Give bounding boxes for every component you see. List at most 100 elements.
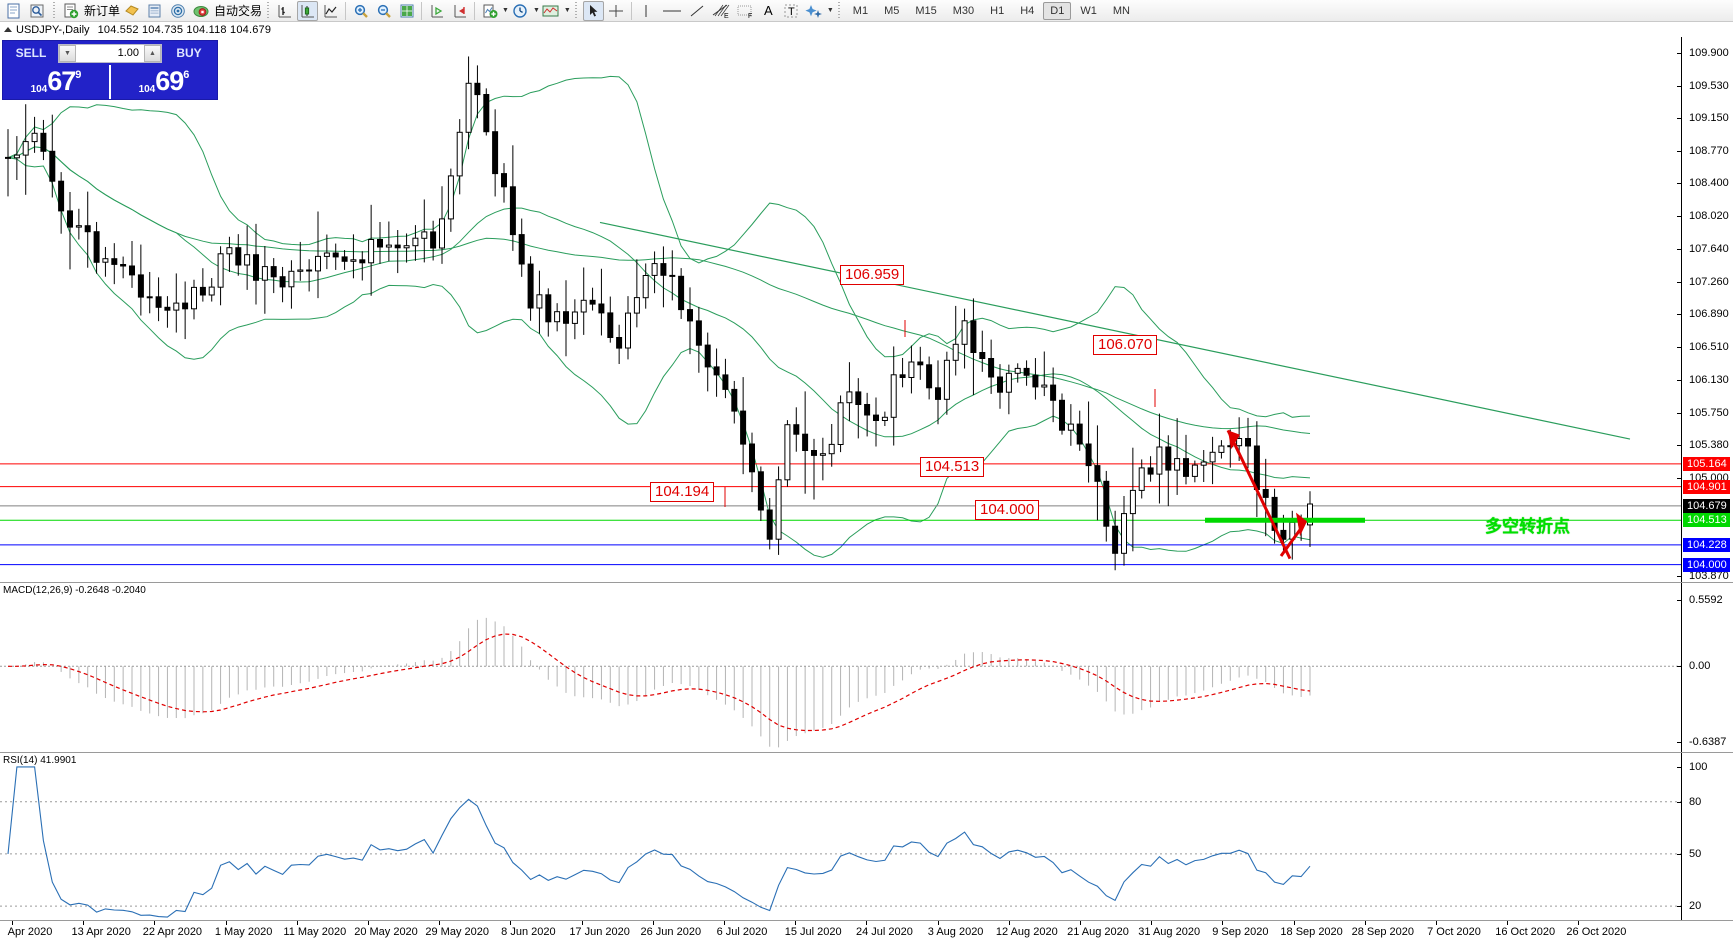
- volume-increment-icon[interactable]: ▲: [144, 44, 161, 62]
- chevron-down-icon[interactable]: ▼: [532, 7, 540, 14]
- sell-price-display[interactable]: 104 67 9: [3, 65, 109, 99]
- buy-price-display[interactable]: 104 69 6: [109, 65, 217, 99]
- rsi-pane[interactable]: RSI(14) 41.9901 100 80 50 20: [0, 752, 1733, 920]
- timeframe-mn[interactable]: MN: [1112, 4, 1130, 17]
- bar-chart-icon[interactable]: [274, 1, 295, 21]
- date-tick-label: Apr 2020: [7, 926, 53, 938]
- date-tick-label: 16 Oct 2020: [1495, 926, 1556, 938]
- chinese-annotation[interactable]: 多空转折点: [1485, 517, 1570, 536]
- rsi-tick-label: 20: [1689, 900, 1702, 913]
- volume-input[interactable]: ▼ 1.00 ▲: [58, 43, 162, 63]
- toolbar-separator: [835, 1, 843, 20]
- buy-price-prefix: 104: [138, 84, 156, 95]
- date-tick: [439, 921, 441, 925]
- timeframe-m30[interactable]: M30: [952, 4, 975, 17]
- chart-shift-icon[interactable]: [426, 1, 447, 21]
- timeframe-m1[interactable]: M1: [852, 4, 869, 17]
- trendline-icon[interactable]: [687, 1, 708, 21]
- cursor-icon[interactable]: [582, 0, 604, 21]
- add-indicator-icon[interactable]: [479, 1, 500, 21]
- horizontal-line-icon[interactable]: [659, 1, 685, 21]
- new-order-icon[interactable]: [60, 1, 81, 21]
- price-annotation[interactable]: 104.194: [650, 482, 715, 502]
- fibonacci-icon[interactable]: E: [710, 1, 732, 21]
- date-tick: [12, 921, 13, 925]
- candlestick-chart-icon[interactable]: [297, 0, 319, 21]
- vertical-line-icon[interactable]: [636, 1, 657, 21]
- timeframe-w1[interactable]: W1: [1080, 4, 1097, 17]
- date-tick-label: 20 May 2020: [354, 926, 418, 938]
- date-tick-label: 9 Sep 2020: [1212, 926, 1269, 938]
- timeframe-m5[interactable]: M5: [884, 4, 900, 17]
- rsi-axis-line: [1681, 753, 1682, 920]
- price-annotation[interactable]: 104.513: [920, 457, 985, 477]
- timeframe-h1[interactable]: H1: [990, 4, 1005, 17]
- price-tick: [1677, 183, 1682, 185]
- date-tick: [1364, 921, 1366, 925]
- price-tick: [1677, 216, 1682, 218]
- price-annotation[interactable]: 106.959: [840, 265, 905, 285]
- crosshair-icon[interactable]: [606, 1, 627, 21]
- new-order-label[interactable]: 新订单: [84, 4, 121, 18]
- date-tick: [154, 921, 156, 925]
- one-click-trading-panel[interactable]: SELL ▼ 1.00 ▲ BUY 104 67 9 104 69 6: [2, 40, 218, 100]
- price-tick: [1677, 151, 1682, 153]
- text-icon[interactable]: A: [764, 3, 773, 18]
- rsi-tick: [1677, 906, 1682, 908]
- data-window-icon[interactable]: [144, 1, 165, 21]
- zoom-in-icon[interactable]: [350, 1, 371, 21]
- timeframe-d1[interactable]: D1: [1043, 1, 1072, 20]
- shapes-icon[interactable]: [804, 1, 825, 21]
- templates-icon[interactable]: [541, 1, 562, 21]
- sell-button[interactable]: SELL: [15, 46, 47, 60]
- date-axis: Apr 2020 13 Apr 2020 22 Apr 2020 1 May 2020…: [0, 920, 1733, 942]
- channel-icon[interactable]: F: [734, 1, 756, 21]
- chevron-down-icon[interactable]: ▼: [502, 7, 509, 14]
- macd-pane[interactable]: MACD(12,26,9) -0.2648 -0.2040 0.5592 0.00…: [0, 582, 1733, 752]
- date-tick: [652, 921, 654, 925]
- date-tick: [937, 921, 939, 925]
- market-watch-icon[interactable]: [26, 1, 47, 21]
- buy-price-main: 69: [155, 66, 184, 96]
- expert-advisor-icon[interactable]: [121, 1, 142, 21]
- timeframe-h4[interactable]: H4: [1020, 4, 1035, 17]
- price-tick-label: 108.400: [1689, 177, 1729, 190]
- toolbar-divider: [474, 1, 476, 20]
- volume-decrement-icon[interactable]: ▼: [59, 44, 76, 62]
- date-tick: [1008, 921, 1010, 925]
- svg-text:E: E: [724, 13, 729, 19]
- zoom-out-icon[interactable]: [373, 1, 394, 21]
- price-annotation[interactable]: 106.070: [1093, 335, 1158, 355]
- chevron-down-icon[interactable]: ▼: [826, 7, 834, 14]
- chevron-down-icon[interactable]: ▼: [563, 7, 571, 14]
- auto-scroll-icon[interactable]: [449, 1, 470, 21]
- price-tick: [1677, 249, 1682, 251]
- price-tick-label: 106.510: [1689, 341, 1729, 354]
- date-tick-label: 21 Aug 2020: [1067, 926, 1129, 938]
- ohlc-values: 104.552 104.735 104.118 104.679: [97, 23, 272, 36]
- collapse-triangle-icon[interactable]: [4, 27, 12, 32]
- date-tick-label: 12 Aug 2020: [995, 926, 1058, 938]
- price-tick: [1677, 85, 1682, 87]
- price-tick: [1677, 53, 1682, 55]
- date-tick: [225, 921, 227, 925]
- volume-value[interactable]: 1.00: [117, 47, 139, 59]
- toolbar-separator: [572, 1, 580, 20]
- buy-button[interactable]: BUY: [176, 46, 202, 60]
- label-icon[interactable]: T: [781, 1, 802, 21]
- rsi-canvas: [0, 766, 1681, 918]
- charts-grid-icon[interactable]: [396, 1, 417, 21]
- timeframe-m15[interactable]: M15: [915, 4, 937, 17]
- price-chart-pane[interactable]: 109.900 109.530 109.150 108.770 108.400 108.0…: [0, 37, 1733, 582]
- metaeditor-icon[interactable]: [190, 1, 211, 21]
- period-clock-icon[interactable]: [510, 1, 531, 21]
- line-chart-icon[interactable]: [320, 1, 341, 21]
- date-tick-label: 18 Sep 2020: [1280, 926, 1343, 938]
- price-annotation[interactable]: 104.000: [975, 500, 1040, 520]
- date-tick-label: 17 Jun 2020: [569, 926, 630, 938]
- new-chart-icon[interactable]: [3, 1, 24, 21]
- toolbar-separator: [50, 1, 57, 20]
- mql5-community-icon[interactable]: [167, 1, 188, 21]
- autotrading-label[interactable]: 自动交易: [214, 4, 263, 18]
- date-tick-label: 26 Jun 2020: [640, 926, 702, 938]
